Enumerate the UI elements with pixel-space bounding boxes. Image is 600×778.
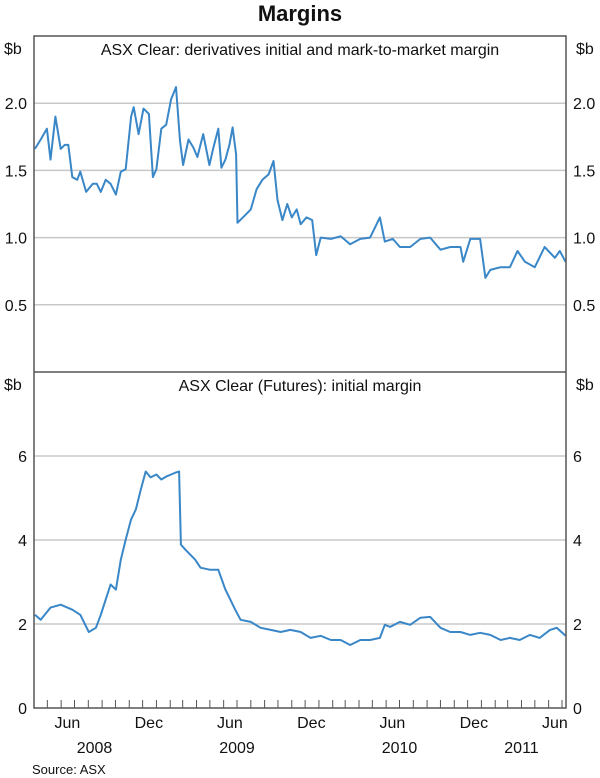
y-tick-label-right: 2 — [573, 617, 582, 634]
source-note: Source: ASX — [32, 762, 106, 777]
y-tick-label-right: 2.0 — [573, 96, 595, 113]
y-unit-label-left: $b — [4, 377, 22, 394]
x-year-label: 2011 — [504, 740, 539, 757]
y-tick-label-right: 0.5 — [573, 298, 595, 315]
y-tick-label-left: 0.5 — [5, 298, 27, 315]
series-line — [34, 86, 567, 279]
series-line — [34, 470, 567, 646]
y-unit-label-left: $b — [4, 41, 22, 58]
y-unit-label-right: $b — [576, 377, 594, 394]
panel-title: ASX Clear: derivatives initial and mark-… — [101, 42, 499, 59]
y-tick-label-left: 1.0 — [5, 231, 27, 248]
y-tick-label-left: 0 — [18, 701, 27, 718]
y-tick-label-right: 1.0 — [573, 231, 595, 248]
y-tick-label-left: 4 — [18, 533, 27, 550]
x-month-label: Jun — [542, 715, 568, 732]
panel-title: ASX Clear (Futures): initial margin — [179, 378, 422, 395]
y-tick-label-right: 1.5 — [573, 163, 595, 180]
x-month-label: Jun — [54, 715, 80, 732]
x-year-label: 2009 — [219, 740, 255, 757]
x-month-label: Dec — [460, 715, 488, 732]
y-tick-label-left: 2.0 — [5, 96, 27, 113]
x-month-label: Jun — [379, 715, 405, 732]
y-tick-label-right: 4 — [573, 533, 582, 550]
y-unit-label-right: $b — [576, 41, 594, 58]
y-tick-label-right: 0 — [573, 701, 582, 718]
x-month-label: Jun — [217, 715, 243, 732]
x-month-label: Dec — [135, 715, 163, 732]
y-tick-label-right: 6 — [573, 449, 582, 466]
x-year-label: 2008 — [77, 740, 113, 757]
x-month-label: Dec — [297, 715, 325, 732]
x-year-label: 2010 — [382, 740, 418, 757]
y-tick-label-left: 1.5 — [5, 163, 27, 180]
y-tick-label-left: 6 — [18, 449, 27, 466]
y-tick-label-left: 2 — [18, 617, 27, 634]
chart-title: Margins — [258, 1, 342, 26]
